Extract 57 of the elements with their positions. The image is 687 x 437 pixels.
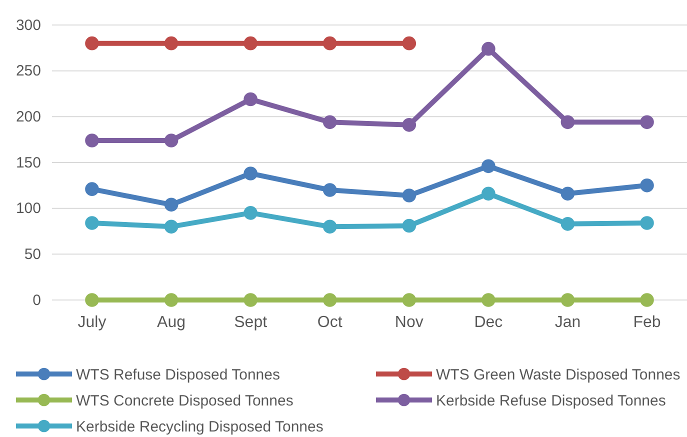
legend-label: Kerbside Refuse Disposed Tonnes (436, 392, 666, 410)
point (322, 183, 337, 197)
x-tick-label: Aug (157, 314, 186, 331)
legend-label: Kerbside Recycling Disposed Tonnes (76, 418, 324, 436)
point (402, 293, 416, 307)
point (164, 220, 178, 234)
point (322, 293, 337, 307)
y-tick-label: 300 (16, 16, 41, 34)
point (560, 115, 575, 130)
point (402, 36, 416, 50)
point (640, 115, 654, 130)
y-tick-label: 200 (16, 108, 41, 126)
point (244, 36, 258, 50)
y-tick-label: 100 (16, 200, 41, 218)
point (85, 216, 99, 230)
point (164, 36, 178, 50)
point (85, 182, 99, 196)
point (640, 293, 654, 307)
point (322, 220, 337, 234)
x-tick-label: Feb (633, 314, 661, 331)
point (164, 198, 178, 212)
legend-label: WTS Green Waste Disposed Tonnes (436, 366, 680, 384)
point (640, 178, 654, 192)
x-tick-label: Dec (474, 314, 503, 331)
point (482, 293, 496, 307)
point (85, 293, 99, 307)
point (640, 216, 654, 230)
point (402, 188, 416, 202)
y-tick-label: 150 (16, 154, 41, 172)
point (560, 186, 575, 201)
point (244, 92, 258, 106)
point (560, 217, 575, 231)
x-tick-label: Jan (554, 314, 581, 331)
point (164, 134, 178, 148)
point (164, 293, 178, 307)
point (482, 42, 496, 56)
y-tick-label: 50 (24, 246, 41, 263)
x-tick-label: Nov (394, 314, 424, 331)
point (560, 293, 575, 307)
point (322, 115, 337, 130)
legend-label: WTS Concrete Disposed Tonnes (76, 392, 294, 410)
point (244, 206, 258, 220)
point (244, 293, 258, 307)
legend-label: WTS Refuse Disposed Tonnes (76, 366, 280, 384)
point (402, 118, 416, 132)
y-tick-label: 250 (16, 62, 41, 80)
x-tick-label: Sept (234, 314, 268, 331)
point (402, 218, 416, 233)
y-tick-label: 0 (32, 292, 41, 309)
point (85, 36, 99, 50)
point (482, 159, 496, 174)
point (322, 36, 337, 50)
point (482, 186, 496, 201)
x-tick-label: Oct (317, 314, 343, 331)
point (244, 166, 258, 180)
x-tick-label: July (78, 314, 106, 331)
point (85, 134, 99, 148)
